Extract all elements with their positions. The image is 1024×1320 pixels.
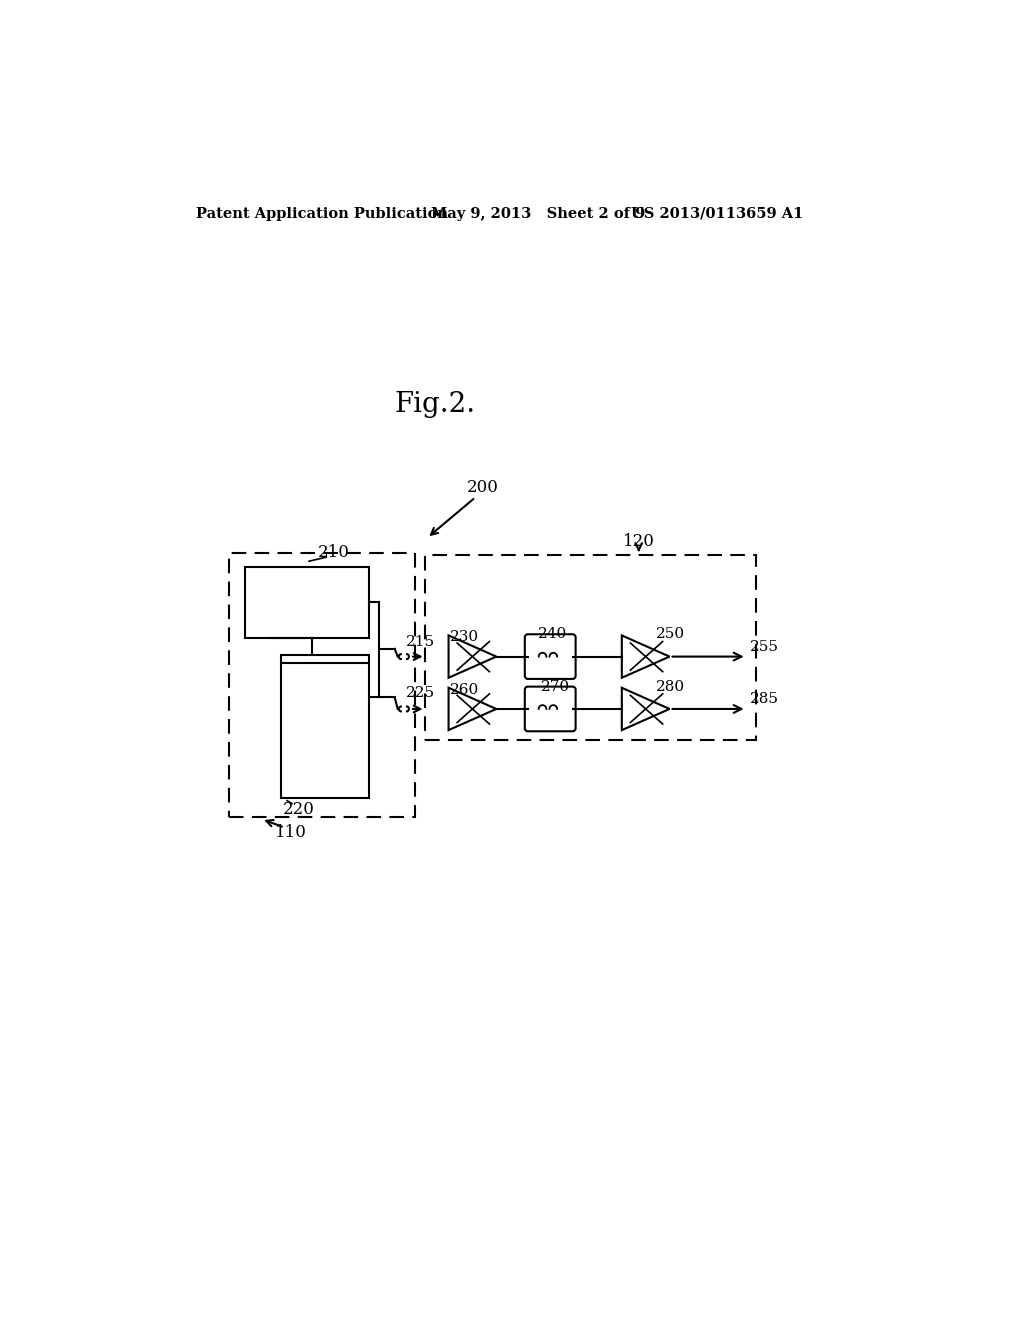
- Text: 250: 250: [655, 627, 685, 642]
- Text: May 9, 2013   Sheet 2 of 9: May 9, 2013 Sheet 2 of 9: [431, 207, 645, 220]
- Text: 260: 260: [451, 682, 479, 697]
- Text: Patent Application Publication: Patent Application Publication: [196, 207, 449, 220]
- Text: 270: 270: [541, 680, 570, 694]
- Text: US 2013/0113659 A1: US 2013/0113659 A1: [631, 207, 804, 220]
- Bar: [281, 655, 370, 797]
- Bar: [229, 553, 416, 817]
- Bar: [425, 554, 756, 739]
- Text: 280: 280: [655, 680, 685, 694]
- Text: 110: 110: [274, 824, 306, 841]
- Text: 215: 215: [407, 635, 435, 649]
- Text: 210: 210: [317, 544, 350, 561]
- Text: 230: 230: [451, 630, 479, 644]
- FancyBboxPatch shape: [524, 635, 575, 678]
- Text: 285: 285: [751, 692, 779, 706]
- Bar: [245, 566, 370, 638]
- Text: 240: 240: [538, 627, 567, 642]
- Text: 200: 200: [467, 479, 499, 496]
- FancyBboxPatch shape: [524, 686, 575, 731]
- Text: Fig.2.: Fig.2.: [394, 391, 475, 418]
- Text: 225: 225: [407, 686, 435, 700]
- Text: 220: 220: [283, 800, 314, 817]
- Text: 255: 255: [751, 640, 779, 653]
- Text: 120: 120: [623, 533, 654, 550]
